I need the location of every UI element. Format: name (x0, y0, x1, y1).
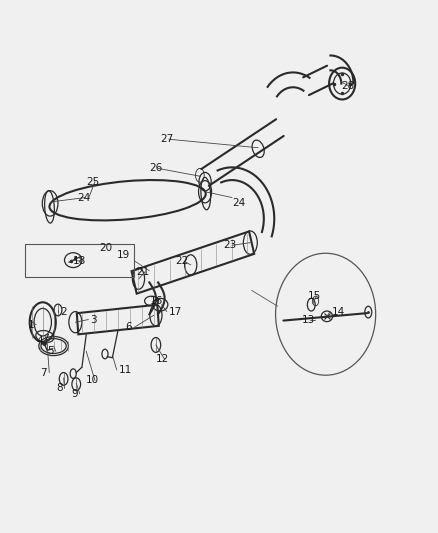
Text: 12: 12 (156, 354, 169, 364)
Text: 11: 11 (119, 365, 132, 375)
Text: 5: 5 (47, 346, 54, 357)
Text: 24: 24 (232, 198, 245, 208)
Bar (25, 244, 134, 277)
Text: 28: 28 (341, 81, 354, 91)
Text: 9: 9 (71, 389, 78, 399)
Text: 20: 20 (99, 243, 113, 253)
Text: 13: 13 (302, 314, 315, 325)
Text: 22: 22 (176, 256, 189, 266)
Text: 7: 7 (41, 368, 47, 377)
Text: 3: 3 (91, 314, 97, 325)
Text: 19: 19 (117, 250, 130, 260)
Text: 27: 27 (160, 134, 173, 144)
Text: 2: 2 (60, 306, 67, 317)
Text: 16: 16 (149, 296, 162, 306)
Text: 4: 4 (36, 336, 43, 346)
Text: 25: 25 (86, 176, 99, 187)
Text: 1: 1 (28, 320, 34, 330)
Text: 10: 10 (86, 375, 99, 385)
Text: 21: 21 (136, 267, 149, 277)
Text: 17: 17 (169, 306, 182, 317)
Text: 23: 23 (223, 240, 237, 251)
Text: 24: 24 (78, 192, 91, 203)
Text: 6: 6 (125, 322, 132, 333)
Text: 15: 15 (308, 290, 321, 301)
Text: 18: 18 (73, 256, 86, 266)
Text: 26: 26 (149, 164, 162, 173)
Text: 8: 8 (56, 383, 63, 393)
Text: 14: 14 (332, 306, 346, 317)
